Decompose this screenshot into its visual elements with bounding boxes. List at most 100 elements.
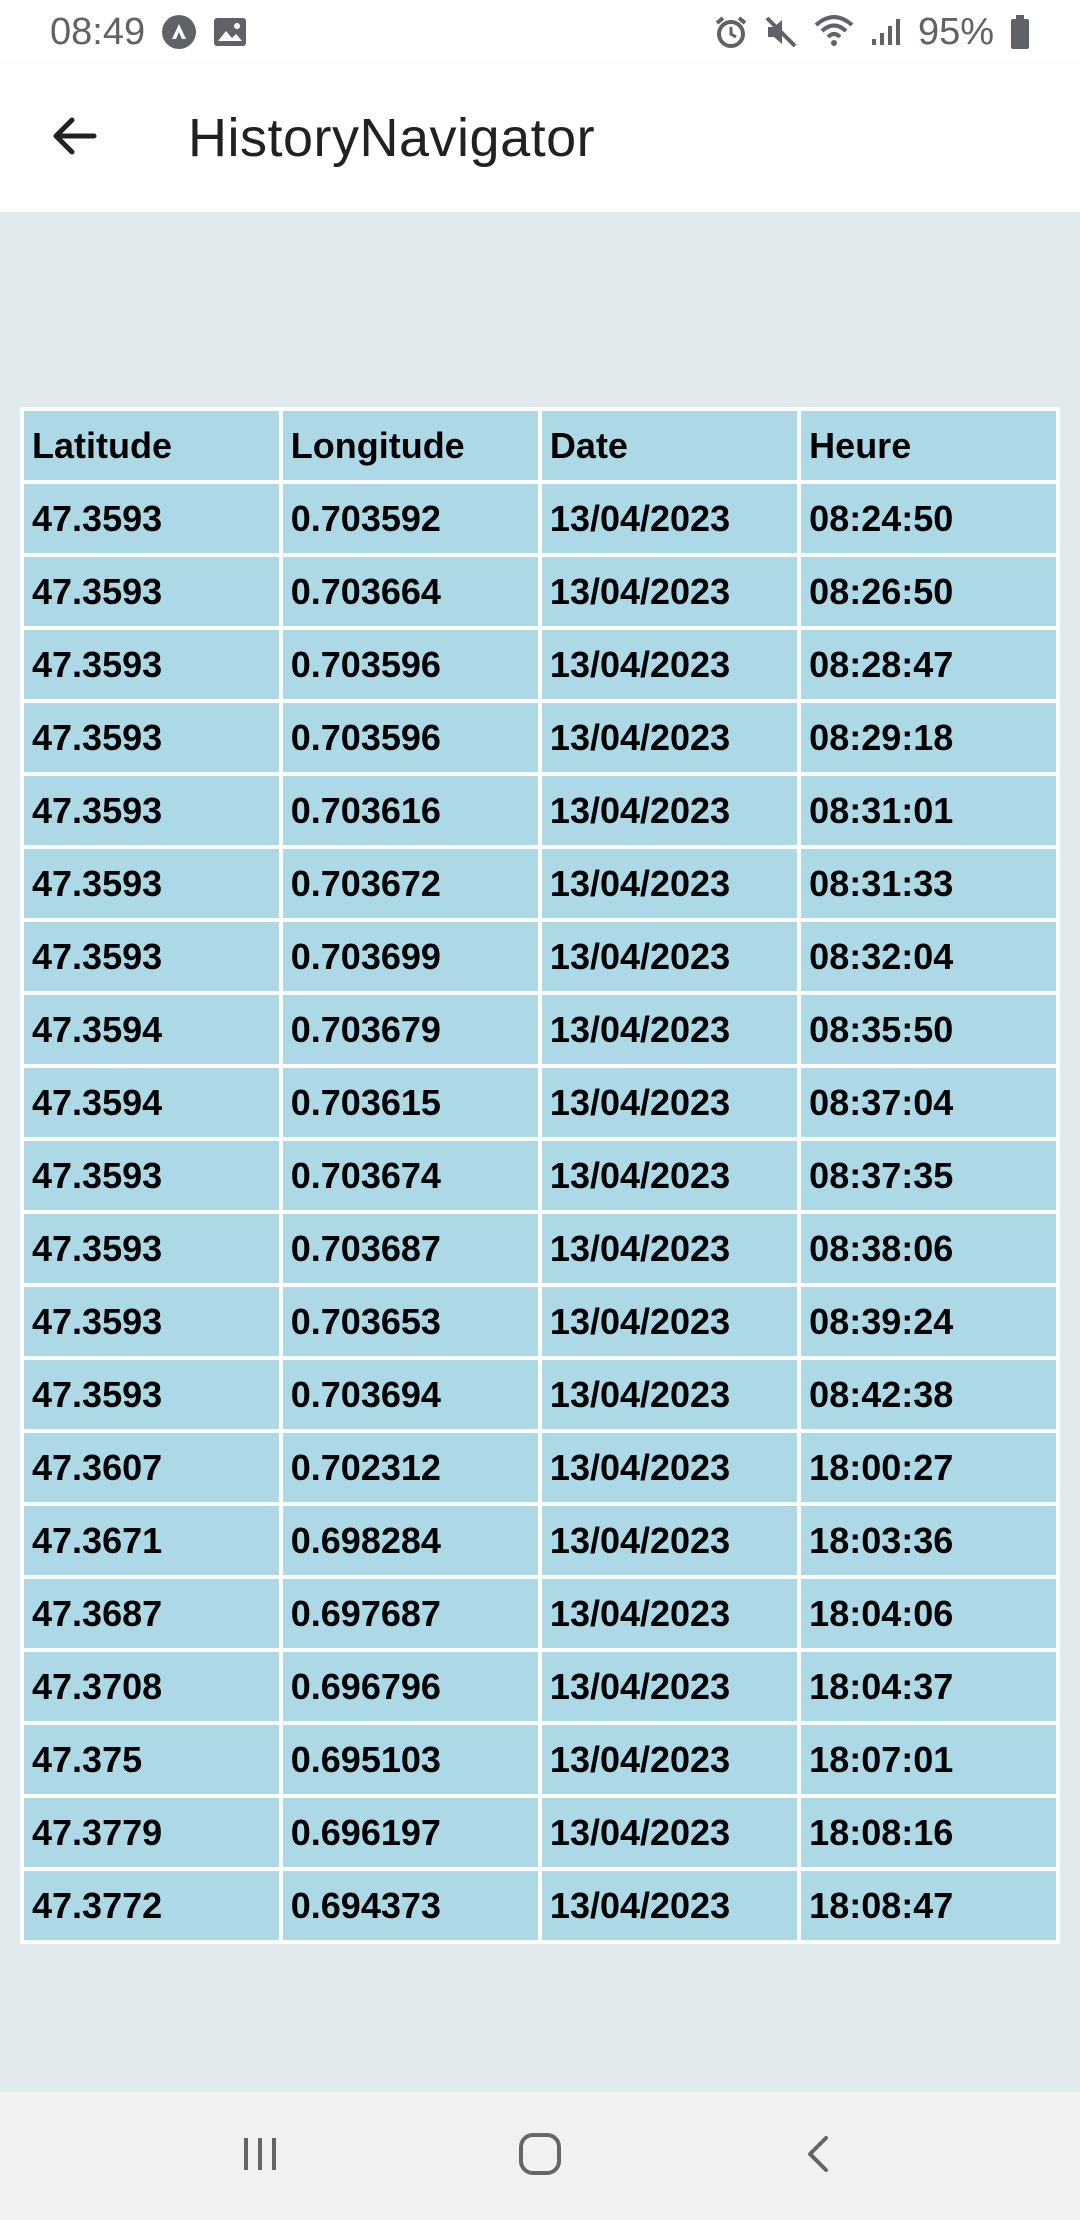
table-row: 47.3687 0.697687 13/04/2023 18:04:06 [24, 1579, 1056, 1648]
heure-cell: 18:04:06 [801, 1579, 1056, 1648]
date-cell: 13/04/2023 [541, 1068, 798, 1137]
date-cell: 13/04/2023 [541, 1579, 798, 1648]
recent-apps-icon [238, 2132, 282, 2181]
table-row: 47.3593 0.703596 13/04/2023 08:28:47 [24, 630, 1056, 699]
latitude-cell: 47.3593 [24, 557, 279, 626]
heure-cell: 18:08:16 [801, 1798, 1056, 1867]
longitude-cell: 0.702312 [282, 1433, 538, 1502]
heure-cell: 08:39:24 [801, 1287, 1056, 1356]
longitude-cell: 0.703699 [282, 922, 538, 991]
date-cell: 13/04/2023 [541, 1652, 798, 1721]
heure-cell: 08:37:04 [801, 1068, 1056, 1137]
mute-icon [764, 15, 798, 49]
table-row: 47.3593 0.703687 13/04/2023 08:38:06 [24, 1214, 1056, 1283]
date-cell: 13/04/2023 [541, 1725, 798, 1794]
latitude-cell: 47.3593 [24, 1360, 279, 1429]
battery-icon [1010, 15, 1030, 49]
home-icon [516, 2130, 564, 2183]
longitude-cell: 0.703592 [282, 484, 538, 553]
date-cell: 13/04/2023 [541, 703, 798, 772]
longitude-cell: 0.703596 [282, 630, 538, 699]
recent-apps-button[interactable] [210, 2106, 310, 2206]
table-row: 47.3671 0.698284 13/04/2023 18:03:36 [24, 1506, 1056, 1575]
longitude-cell: 0.703694 [282, 1360, 538, 1429]
heure-cell: 08:35:50 [801, 995, 1056, 1064]
table-row: 47.3779 0.696197 13/04/2023 18:08:16 [24, 1798, 1056, 1867]
longitude-cell: 0.703672 [282, 849, 538, 918]
heure-header: Heure [801, 411, 1056, 480]
longitude-cell: 0.703596 [282, 703, 538, 772]
heure-cell: 18:03:36 [801, 1506, 1056, 1575]
longitude-cell: 0.703664 [282, 557, 538, 626]
back-button[interactable] [34, 98, 114, 178]
table-body: 47.3593 0.703592 13/04/2023 08:24:50 47.3593… [24, 484, 1056, 1940]
longitude-cell: 0.703616 [282, 776, 538, 845]
alarm-icon [714, 15, 748, 49]
longitude-cell: 0.695103 [282, 1725, 538, 1794]
longitude-cell: 0.698284 [282, 1506, 538, 1575]
nav-back-button[interactable] [770, 2106, 870, 2206]
latitude-cell: 47.3607 [24, 1433, 279, 1502]
date-cell: 13/04/2023 [541, 1506, 798, 1575]
latitude-cell: 47.3594 [24, 995, 279, 1064]
latitude-cell: 47.3593 [24, 1287, 279, 1356]
table-row: 47.3593 0.703653 13/04/2023 08:39:24 [24, 1287, 1056, 1356]
latitude-cell: 47.3594 [24, 1068, 279, 1137]
heure-cell: 08:32:04 [801, 922, 1056, 991]
table-row: 47.3772 0.694373 13/04/2023 18:08:47 [24, 1871, 1056, 1940]
date-cell: 13/04/2023 [541, 630, 798, 699]
date-cell: 13/04/2023 [541, 1360, 798, 1429]
date-cell: 13/04/2023 [541, 1141, 798, 1210]
heure-cell: 08:28:47 [801, 630, 1056, 699]
heure-cell: 18:04:37 [801, 1652, 1056, 1721]
latitude-cell: 47.3671 [24, 1506, 279, 1575]
heure-cell: 08:24:50 [801, 484, 1056, 553]
date-cell: 13/04/2023 [541, 995, 798, 1064]
date-cell: 13/04/2023 [541, 1287, 798, 1356]
table-row: 47.3593 0.703694 13/04/2023 08:42:38 [24, 1360, 1056, 1429]
battery-percent: 95% [917, 10, 994, 53]
table-header-row: Latitude Longitude Date Heure [24, 411, 1056, 480]
latitude-cell: 47.375 [24, 1725, 279, 1794]
home-button[interactable] [490, 2106, 590, 2206]
latitude-cell: 47.3772 [24, 1871, 279, 1940]
image-icon [213, 17, 247, 47]
table-row: 47.3594 0.703615 13/04/2023 08:37:04 [24, 1068, 1056, 1137]
heure-cell: 08:37:35 [801, 1141, 1056, 1210]
longitude-header: Longitude [282, 411, 538, 480]
table-row: 47.3593 0.703672 13/04/2023 08:31:33 [24, 849, 1056, 918]
longitude-cell: 0.696197 [282, 1798, 538, 1867]
date-cell: 13/04/2023 [541, 776, 798, 845]
latitude-cell: 47.3593 [24, 1214, 279, 1283]
date-header: Date [541, 411, 798, 480]
latitude-cell: 47.3593 [24, 849, 279, 918]
date-cell: 13/04/2023 [541, 1214, 798, 1283]
table-row: 47.3593 0.703596 13/04/2023 08:29:18 [24, 703, 1056, 772]
navigation-bar [0, 2092, 1080, 2220]
latitude-cell: 47.3593 [24, 484, 279, 553]
content-area[interactable]: Latitude Longitude Date Heure 47.3593 0.7035… [0, 212, 1080, 2092]
heure-cell: 08:26:50 [801, 557, 1056, 626]
table-row: 47.3593 0.703616 13/04/2023 08:31:01 [24, 776, 1056, 845]
latitude-cell: 47.3593 [24, 703, 279, 772]
longitude-cell: 0.703653 [282, 1287, 538, 1356]
date-cell: 13/04/2023 [541, 557, 798, 626]
longitude-cell: 0.694373 [282, 1871, 538, 1940]
table-row: 47.3593 0.703699 13/04/2023 08:32:04 [24, 922, 1056, 991]
heure-cell: 18:07:01 [801, 1725, 1056, 1794]
status-bar: 08:49 [0, 0, 1080, 64]
history-table: Latitude Longitude Date Heure 47.3593 0.7035… [20, 407, 1060, 1944]
signal-icon [870, 17, 902, 47]
date-cell: 13/04/2023 [541, 484, 798, 553]
latitude-cell: 47.3593 [24, 776, 279, 845]
app-bar: HistoryNavigator [0, 64, 1080, 212]
latitude-cell: 47.3593 [24, 922, 279, 991]
heure-cell: 18:00:27 [801, 1433, 1056, 1502]
status-time: 08:49 [50, 10, 146, 53]
longitude-cell: 0.703679 [282, 995, 538, 1064]
heure-cell: 08:31:01 [801, 776, 1056, 845]
heure-cell: 08:42:38 [801, 1360, 1056, 1429]
heure-cell: 18:08:47 [801, 1871, 1056, 1940]
arrow-back-icon [50, 112, 98, 165]
heure-cell: 08:38:06 [801, 1214, 1056, 1283]
